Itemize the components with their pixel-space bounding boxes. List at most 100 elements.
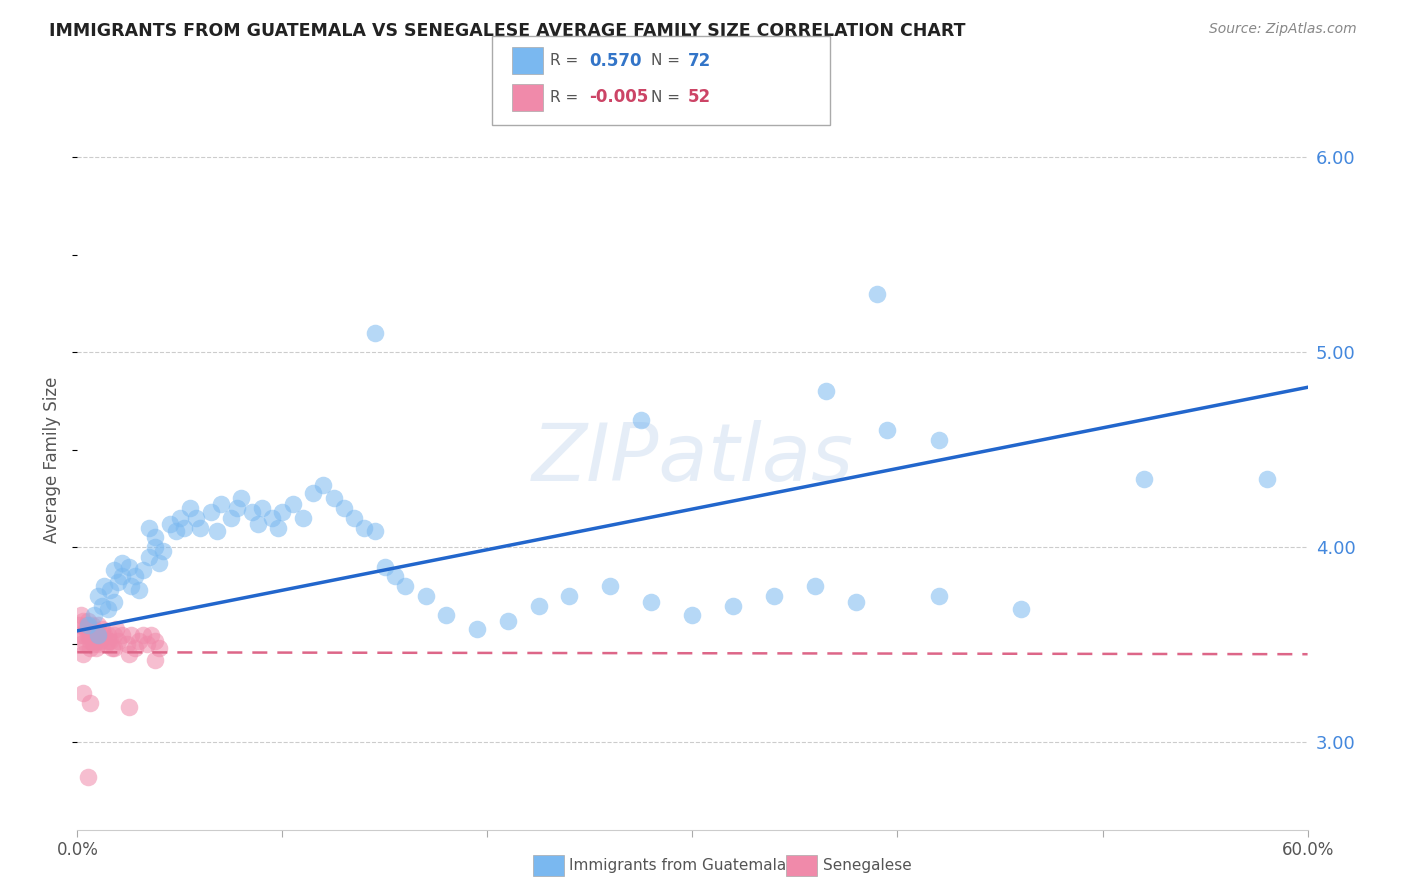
Point [322,491,344,506]
Text: Immigrants from Guatemala: Immigrants from Guatemala [569,858,787,872]
Point [343,511,366,525]
Point [93,579,115,593]
Point [136,637,159,651]
Point [179,501,201,516]
Point [436,608,458,623]
Point [496,614,519,628]
Point [128,633,150,648]
Point [262,511,284,525]
Point [80,633,103,648]
Point [72,628,94,642]
Point [302,485,325,500]
Point [353,520,375,534]
Point [124,641,146,656]
Point [1010,602,1032,616]
Point [128,582,150,597]
Point [465,622,488,636]
Point [312,477,335,491]
Point [845,594,868,608]
Point [231,491,253,506]
Point [165,524,187,539]
Point [281,497,304,511]
Text: -0.005: -0.005 [589,88,648,106]
Point [226,501,249,516]
Point [630,413,652,427]
Point [89,633,111,648]
Point [169,511,191,525]
Text: N =: N = [651,54,685,68]
Point [804,579,827,593]
Point [93,628,115,642]
Point [94,637,117,651]
Point [240,505,263,519]
Point [79,633,101,648]
Point [105,622,128,636]
Point [267,520,290,534]
Point [70,608,93,623]
Point [76,618,98,632]
Point [814,384,837,399]
Point [928,589,950,603]
Text: R =: R = [550,54,583,68]
Point [80,622,103,636]
Point [76,614,98,628]
Point [394,579,416,593]
Point [87,589,110,603]
Point [76,622,98,636]
Point [103,641,125,656]
Point [75,622,97,636]
Point [97,628,120,642]
Point [159,516,181,531]
Point [148,641,170,656]
Text: 72: 72 [688,52,711,70]
Point [98,633,121,648]
Point [72,647,94,661]
Point [90,622,114,636]
Point [363,326,385,340]
Point [333,501,356,516]
Text: Senegalese: Senegalese [823,858,911,872]
Point [75,618,97,632]
Point [141,628,163,642]
Point [132,628,155,642]
Point [67,628,90,642]
Point [599,579,621,593]
Text: N =: N = [651,90,685,104]
Point [219,511,242,525]
Point [83,628,105,642]
Point [87,618,110,632]
Point [79,628,101,642]
Text: IMMIGRANTS FROM GUATEMALA VS SENEGALESE AVERAGE FAMILY SIZE CORRELATION CHART: IMMIGRANTS FROM GUATEMALA VS SENEGALESE … [49,22,966,40]
Point [205,524,228,539]
Point [90,628,114,642]
Point [763,589,786,603]
Point [250,501,273,516]
Point [75,637,97,651]
Point [79,696,101,710]
Point [107,575,129,590]
Point [209,497,232,511]
Point [103,594,125,608]
Point [866,286,889,301]
Point [374,559,396,574]
Point [84,633,107,648]
Point [83,608,105,623]
Point [173,520,195,534]
Point [79,641,101,656]
Point [200,505,222,519]
Point [246,516,269,531]
Point [72,686,94,700]
Point [527,599,550,613]
Point [291,511,314,525]
Point [363,524,385,539]
Text: 52: 52 [688,88,710,106]
Point [103,564,125,578]
Point [124,569,146,583]
Point [186,511,208,525]
Point [640,594,662,608]
Point [876,423,898,437]
Point [415,589,437,603]
Point [115,637,138,651]
Point [83,628,105,642]
Point [87,637,110,651]
